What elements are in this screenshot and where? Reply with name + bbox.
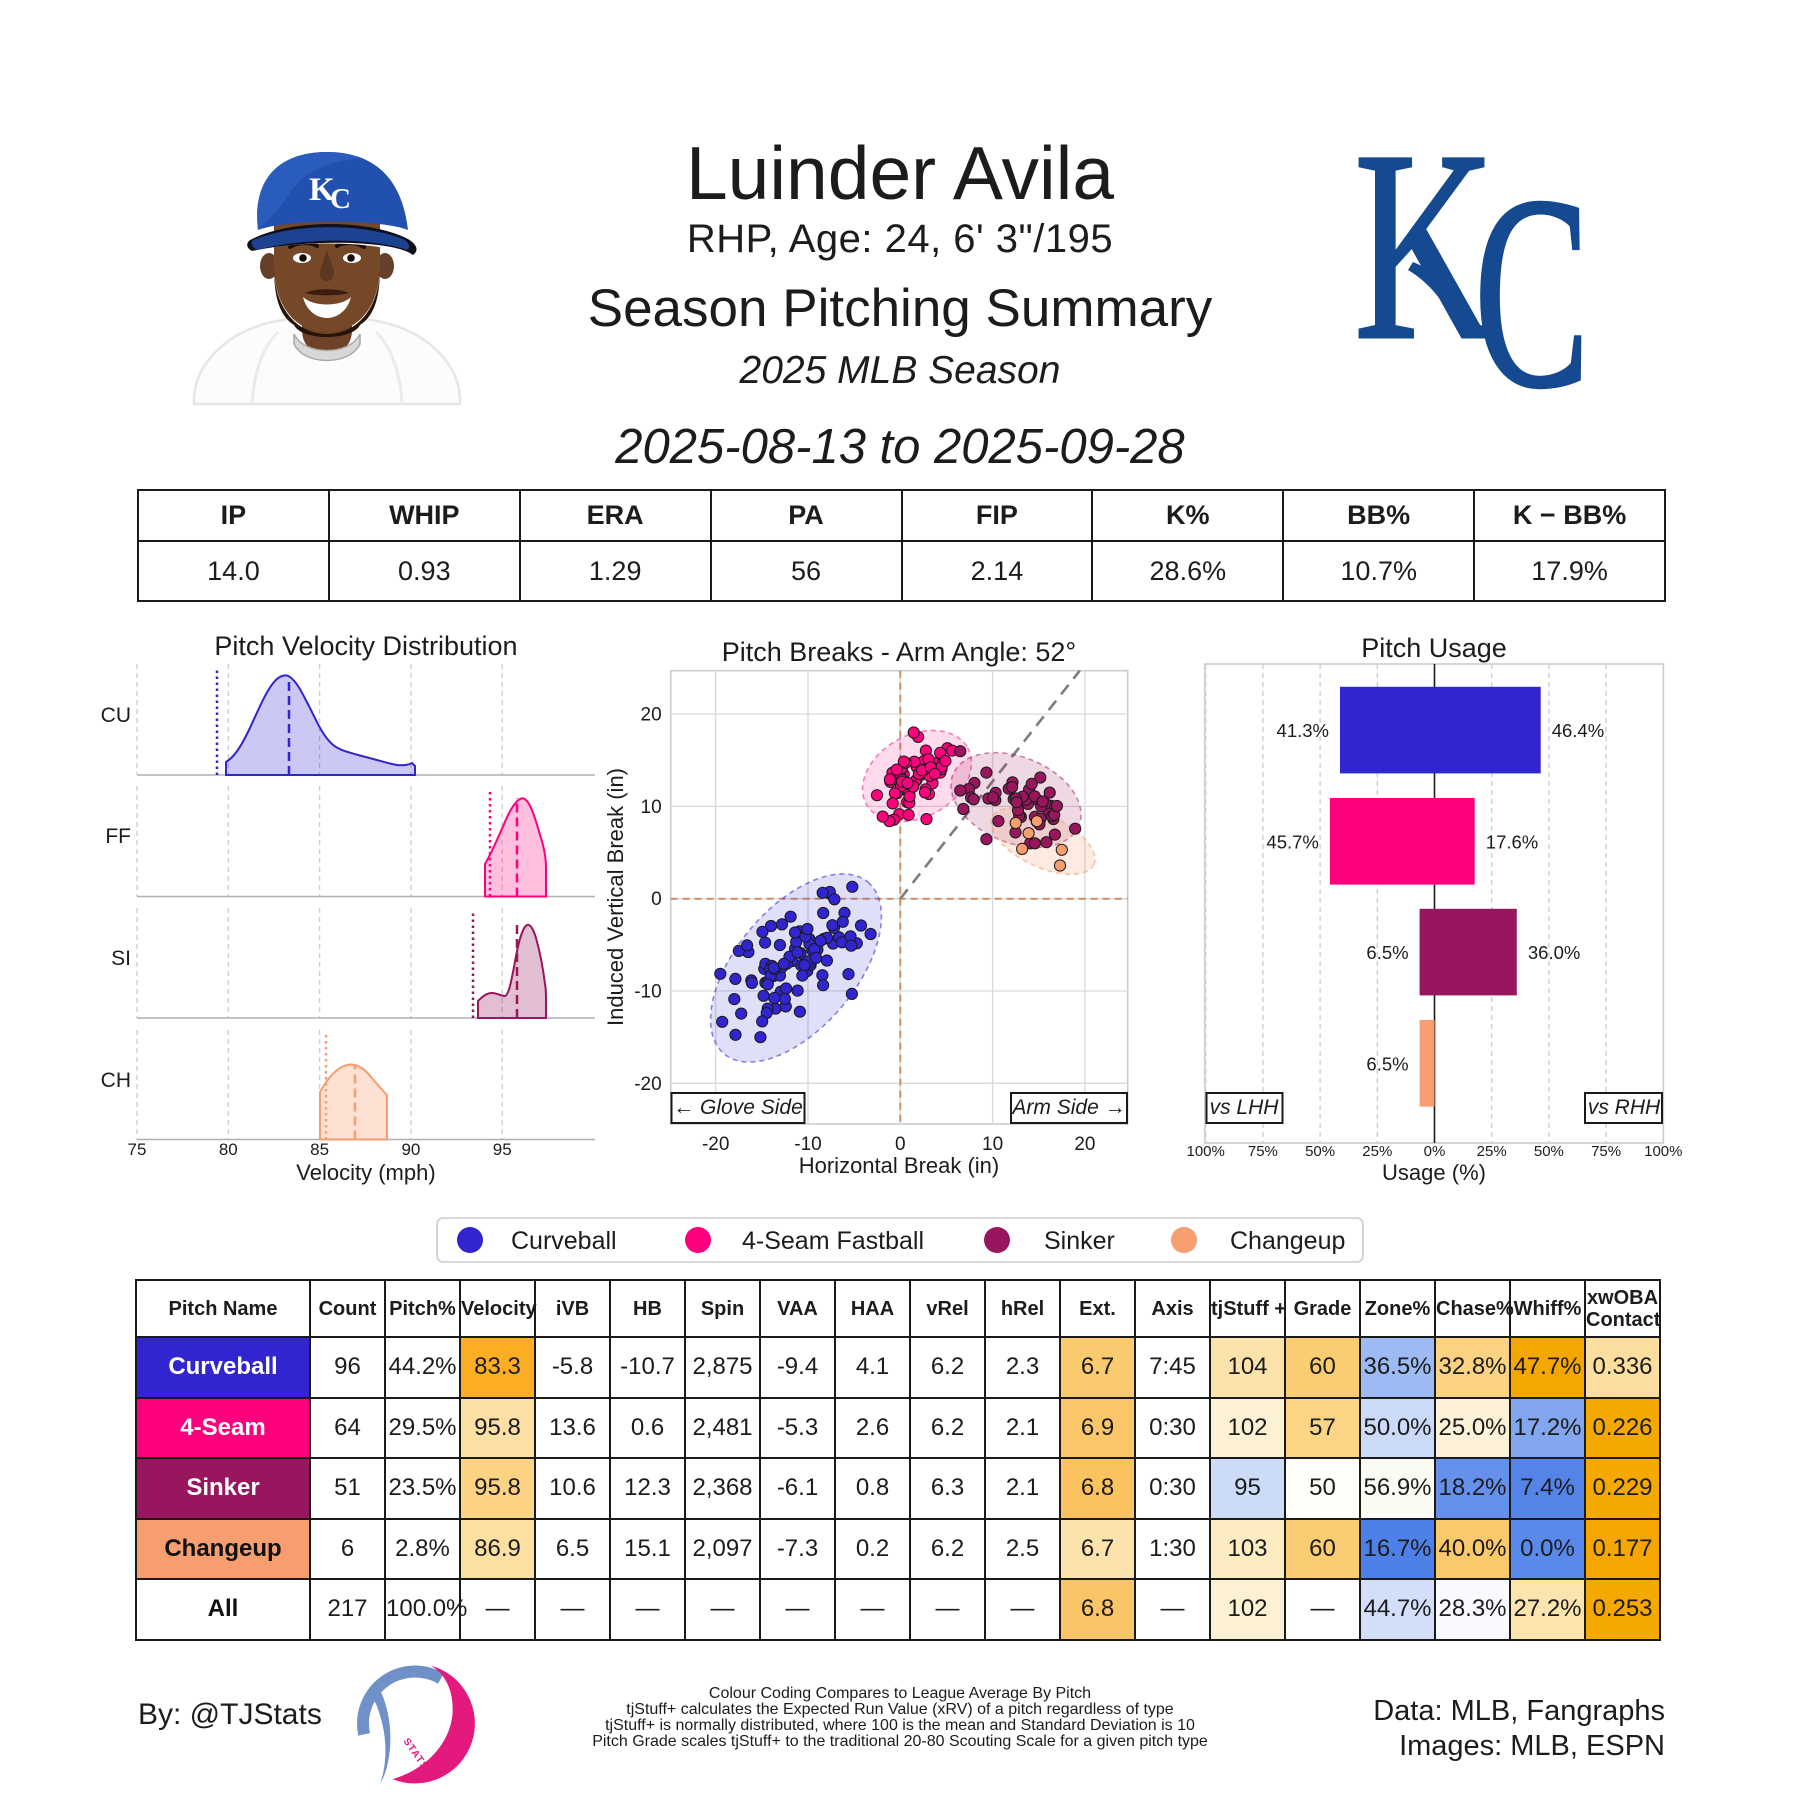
- svg-text:K: K: [1354, 96, 1495, 397]
- svg-text:Curveball: Curveball: [511, 1227, 617, 1255]
- svg-text:10: 10: [641, 797, 662, 818]
- svg-text:-10: -10: [794, 1134, 821, 1155]
- svg-text:10: 10: [982, 1134, 1003, 1155]
- svg-text:36.0%: 36.0%: [1528, 942, 1580, 963]
- svg-text:C: C: [1474, 139, 1590, 445]
- svg-text:46.4%: 46.4%: [1552, 720, 1604, 741]
- svg-text:4-Seam Fastball: 4-Seam Fastball: [742, 1227, 924, 1255]
- svg-text:0%: 0%: [1424, 1143, 1446, 1160]
- svg-text:20: 20: [1074, 1134, 1095, 1155]
- svg-text:95: 95: [493, 1140, 512, 1159]
- svg-text:80: 80: [219, 1140, 238, 1159]
- svg-text:20: 20: [641, 705, 662, 726]
- svg-text:FF: FF: [105, 825, 131, 848]
- svg-text:85: 85: [310, 1140, 329, 1159]
- svg-text:vs LHH: vs LHH: [1210, 1096, 1280, 1119]
- svg-text:SI: SI: [111, 947, 131, 970]
- svg-text:25%: 25%: [1477, 1143, 1507, 1160]
- svg-text:Velocity (mph): Velocity (mph): [296, 1160, 435, 1185]
- svg-text:75: 75: [128, 1140, 147, 1159]
- svg-text:100%: 100%: [1644, 1143, 1682, 1160]
- svg-text:Pitch Breaks - Arm Angle: 52°: Pitch Breaks - Arm Angle: 52°: [722, 637, 1076, 667]
- svg-text:6.5%: 6.5%: [1366, 1053, 1408, 1074]
- svg-text:Usage (%): Usage (%): [1382, 1160, 1486, 1185]
- svg-text:6.5%: 6.5%: [1366, 942, 1408, 963]
- svg-text:vs RHH: vs RHH: [1588, 1096, 1661, 1119]
- svg-text:-20: -20: [634, 1074, 661, 1095]
- svg-text:Sinker: Sinker: [1044, 1227, 1115, 1255]
- svg-text:C: C: [330, 183, 351, 215]
- svg-text:Arm Side →: Arm Side →: [1010, 1096, 1125, 1119]
- svg-text:0: 0: [895, 1134, 906, 1155]
- svg-text:0: 0: [651, 889, 662, 910]
- svg-text:Horizontal Break (in): Horizontal Break (in): [799, 1153, 1000, 1178]
- svg-text:Pitch Usage: Pitch Usage: [1361, 633, 1507, 663]
- svg-text:Induced Vertical Break (in): Induced Vertical Break (in): [603, 768, 628, 1026]
- svg-text:17.6%: 17.6%: [1486, 831, 1538, 852]
- svg-text:25%: 25%: [1362, 1143, 1392, 1160]
- svg-text:STATS: STATS: [401, 1736, 431, 1772]
- svg-text:41.3%: 41.3%: [1277, 720, 1329, 741]
- svg-text:← Glove Side: ← Glove Side: [673, 1096, 803, 1119]
- svg-text:Pitch Velocity Distribution: Pitch Velocity Distribution: [214, 631, 517, 661]
- svg-text:K: K: [309, 172, 335, 208]
- svg-text:50%: 50%: [1534, 1143, 1564, 1160]
- svg-text:90: 90: [401, 1140, 420, 1159]
- svg-text:Changeup: Changeup: [1230, 1227, 1345, 1255]
- svg-text:-20: -20: [702, 1134, 729, 1155]
- svg-text:CH: CH: [101, 1069, 131, 1092]
- svg-text:100%: 100%: [1187, 1143, 1225, 1160]
- svg-text:45.7%: 45.7%: [1266, 831, 1318, 852]
- svg-text:CU: CU: [101, 704, 131, 727]
- svg-text:75%: 75%: [1591, 1143, 1621, 1160]
- svg-text:-10: -10: [634, 982, 661, 1003]
- svg-text:75%: 75%: [1248, 1143, 1278, 1160]
- svg-text:50%: 50%: [1305, 1143, 1335, 1160]
